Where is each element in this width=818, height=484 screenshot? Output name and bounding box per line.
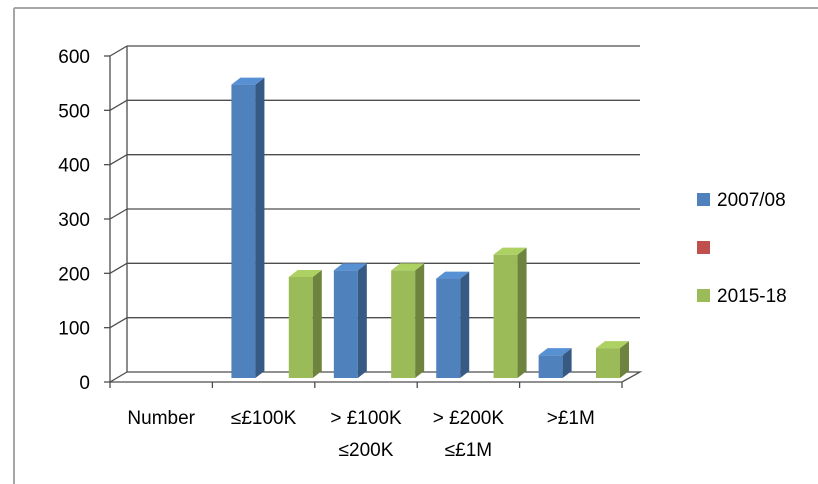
wall-diagonal xyxy=(109,208,128,220)
x-tick-label: Number xyxy=(127,408,195,429)
x-tick-label: >£1M xyxy=(547,408,595,429)
bar-top xyxy=(595,341,629,349)
legend-label: 2015-18 xyxy=(717,286,787,307)
x-tick-label: ≤£100K xyxy=(231,408,297,429)
bar-2015-18-3 xyxy=(493,247,527,378)
bar-2007/08-3 xyxy=(436,271,470,378)
wall-diagonal xyxy=(109,371,128,383)
bar-side xyxy=(517,247,527,378)
bar-front xyxy=(436,278,461,378)
bar-2007/08-1 xyxy=(231,77,265,378)
bar-top xyxy=(436,271,470,279)
plot-area: 0 100 200 300 400 500 600 Number ≤£100K > £100K ≤2… xyxy=(58,45,643,461)
bar-top xyxy=(391,263,425,271)
bar-side xyxy=(357,263,367,378)
bar-front xyxy=(493,254,518,378)
y-tick-label: 500 xyxy=(58,101,90,122)
legend-swatch xyxy=(697,193,710,206)
legend-swatch xyxy=(697,289,710,302)
wall-diagonal xyxy=(109,262,128,274)
bar-side xyxy=(415,263,425,378)
bar-2007/08-2 xyxy=(333,263,367,378)
x-tick-label: ≤200K xyxy=(339,440,394,461)
wall-diagonal xyxy=(109,99,128,111)
bar-side xyxy=(619,341,629,378)
bar-front xyxy=(288,276,313,378)
wall-diagonal xyxy=(109,45,128,57)
bar-2007/08-4 xyxy=(538,348,572,378)
y-tick-label: 400 xyxy=(58,156,90,177)
bar-top xyxy=(333,263,367,271)
bar-top xyxy=(493,247,527,255)
bar-side xyxy=(562,348,572,378)
bar-2015-18-1 xyxy=(288,269,322,378)
x-tick-label: > £200K xyxy=(433,408,505,429)
bar-front xyxy=(595,348,620,378)
floor-outline xyxy=(110,371,643,383)
bar-side xyxy=(255,77,265,378)
bar-front xyxy=(391,270,416,378)
bar-top xyxy=(538,348,572,356)
bar-2015-18-4 xyxy=(595,341,629,378)
wall-diagonal xyxy=(109,154,128,166)
y-tick-label: 600 xyxy=(58,47,90,68)
y-tick-label: 100 xyxy=(58,319,90,340)
bar-2015-18-2 xyxy=(391,263,425,378)
y-tick-label: 0 xyxy=(79,373,90,394)
bar-side xyxy=(460,271,470,378)
bar-top xyxy=(288,269,322,277)
y-tick-label: 200 xyxy=(58,264,90,285)
legend-label: 2007/08 xyxy=(717,190,786,211)
y-tick-label: 300 xyxy=(58,210,90,231)
bar-top xyxy=(231,77,265,85)
bar-front xyxy=(333,270,358,378)
x-tick-label: ≤£1M xyxy=(445,440,492,461)
bar-side xyxy=(312,269,322,378)
wall-diagonal xyxy=(109,317,128,329)
legend: 2007/08 2015-18 xyxy=(697,190,787,307)
x-tick-label: > £100K xyxy=(330,408,402,429)
legend-swatch xyxy=(697,241,710,254)
bar-front xyxy=(231,84,256,378)
bar-front xyxy=(538,355,563,378)
